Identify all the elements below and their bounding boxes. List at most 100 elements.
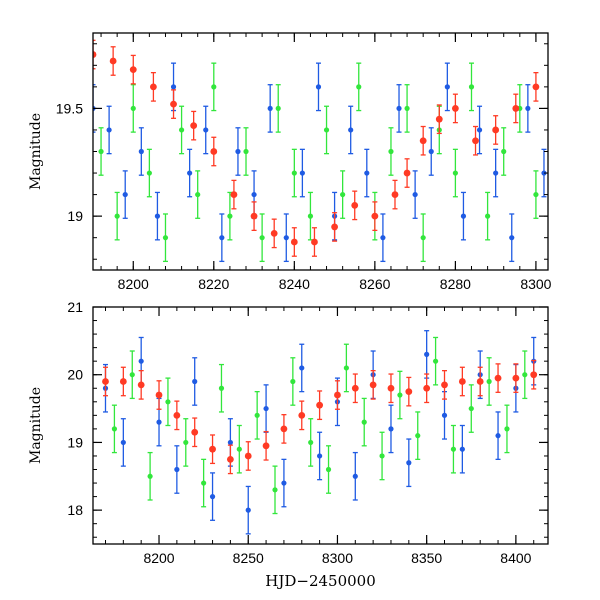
data-point xyxy=(192,378,198,385)
data-point xyxy=(343,365,349,371)
plot-frame xyxy=(92,306,549,545)
data-point xyxy=(210,148,218,155)
data-point xyxy=(254,412,260,418)
data-point xyxy=(325,466,332,473)
data-point xyxy=(219,235,225,241)
x-tick-label: 8220 xyxy=(198,276,229,292)
data-point xyxy=(290,238,298,246)
data-point xyxy=(235,148,241,155)
x-tick-label: 8200 xyxy=(118,276,149,292)
data-point xyxy=(226,455,234,463)
data-point xyxy=(522,372,528,378)
data-point xyxy=(250,212,258,220)
plot-area xyxy=(102,330,538,535)
x-tick-label: 8240 xyxy=(279,276,310,292)
data-point xyxy=(227,439,233,446)
data-point xyxy=(119,378,127,385)
data-point xyxy=(468,405,474,412)
data-point xyxy=(371,212,379,220)
x-tick-label: 8280 xyxy=(440,276,471,292)
data-point xyxy=(290,378,296,385)
data-point xyxy=(299,170,305,176)
data-point xyxy=(146,170,152,176)
data-point xyxy=(397,392,403,398)
data-point xyxy=(195,191,201,198)
data-point xyxy=(533,191,539,198)
data-point xyxy=(452,170,458,176)
data-point xyxy=(178,127,185,133)
data-point xyxy=(183,439,189,446)
data-point xyxy=(472,137,479,145)
data-point xyxy=(245,507,251,513)
data-point xyxy=(120,439,126,446)
data-point xyxy=(428,148,434,155)
data-point xyxy=(165,399,171,405)
data-point xyxy=(209,445,216,453)
data-point xyxy=(351,201,359,209)
data-point xyxy=(307,213,314,219)
data-point xyxy=(154,213,161,219)
data-point xyxy=(512,105,520,112)
data-point xyxy=(272,487,278,493)
data-point xyxy=(191,428,199,436)
data-point xyxy=(388,148,394,155)
data-point xyxy=(111,426,118,432)
plot-area xyxy=(93,39,547,263)
data-point xyxy=(308,439,314,446)
data-point xyxy=(348,127,354,133)
data-point xyxy=(218,385,225,391)
data-point xyxy=(98,148,104,155)
data-point xyxy=(441,412,448,418)
data-point xyxy=(444,84,450,90)
data-point xyxy=(236,446,242,452)
data-point xyxy=(138,148,144,155)
data-point xyxy=(275,105,281,112)
data-point xyxy=(102,378,109,385)
y-tick-label: 21 xyxy=(67,299,83,315)
data-point xyxy=(459,446,465,452)
data-point xyxy=(156,419,162,425)
data-point xyxy=(501,148,507,155)
data-point xyxy=(251,191,257,198)
data-point xyxy=(468,84,475,90)
series-green xyxy=(98,62,539,263)
y-tick-label: 19 xyxy=(67,434,83,450)
data-point xyxy=(162,235,169,241)
data-point xyxy=(170,100,177,108)
data-point xyxy=(403,169,411,177)
y-tick-label: 19 xyxy=(67,208,83,224)
data-point xyxy=(396,105,402,112)
series-blue xyxy=(93,62,547,263)
x-tick-label: 8250 xyxy=(233,550,264,566)
data-point xyxy=(450,446,457,452)
data-point xyxy=(174,466,180,473)
data-point xyxy=(316,401,324,409)
series-green xyxy=(111,336,528,515)
data-point xyxy=(331,223,338,231)
data-point xyxy=(492,126,500,134)
panel-top: 8200 8220 8240 8260 8280 8300 19 19.5 Magnitude xyxy=(28,32,552,292)
data-point xyxy=(486,378,492,385)
data-point xyxy=(412,191,418,198)
series-red xyxy=(102,359,538,475)
data-point xyxy=(137,381,145,389)
data-point xyxy=(424,351,430,357)
data-point xyxy=(419,137,427,145)
data-point xyxy=(485,213,491,219)
data-point xyxy=(283,235,289,241)
data-point xyxy=(476,127,483,133)
data-point xyxy=(493,170,499,176)
data-point xyxy=(114,213,120,219)
data-point xyxy=(147,473,153,479)
data-point xyxy=(512,374,520,382)
data-point xyxy=(211,84,217,90)
x-tick-label: 8350 xyxy=(411,550,442,566)
data-point xyxy=(155,391,163,399)
data-point xyxy=(460,213,467,219)
data-point xyxy=(364,170,370,176)
data-point xyxy=(504,426,510,432)
data-point xyxy=(227,213,233,219)
data-point xyxy=(230,191,238,198)
data-point xyxy=(170,84,177,90)
x-axis-label: HJD−2450000 xyxy=(265,572,376,590)
